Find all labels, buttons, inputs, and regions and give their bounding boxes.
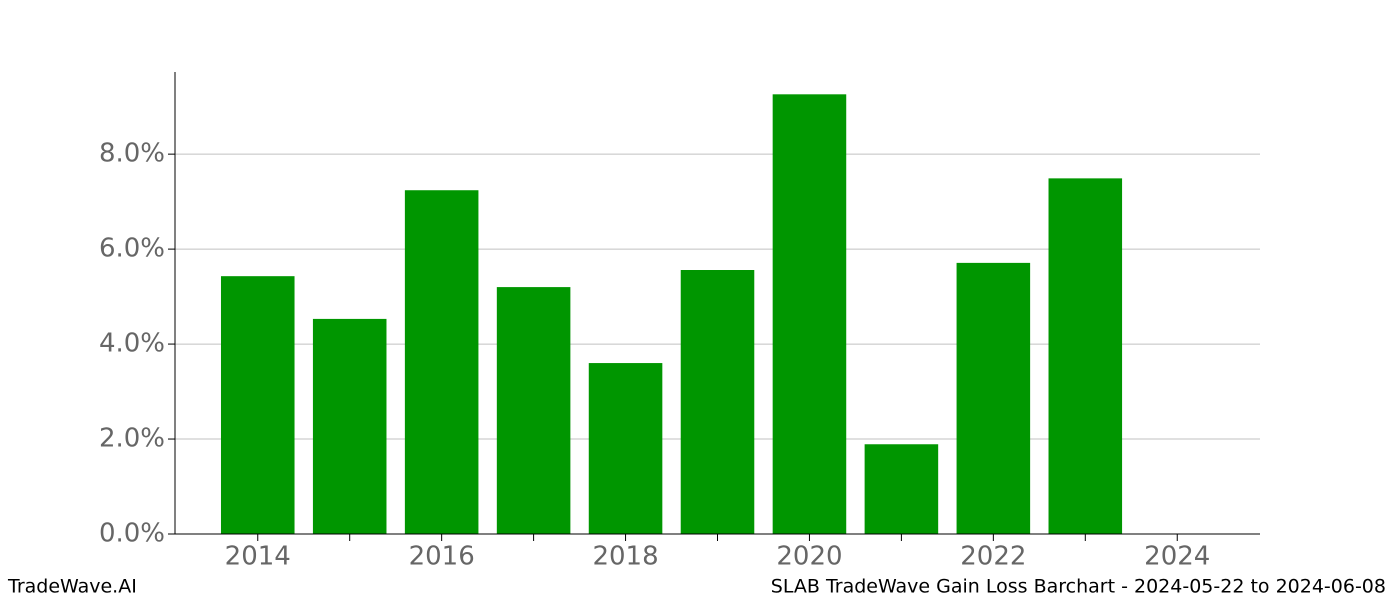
- bar: [220, 276, 295, 534]
- y-tick-label: 2.0%: [99, 424, 165, 454]
- bar: [312, 318, 387, 534]
- bar: [588, 363, 663, 534]
- y-tick-label: 6.0%: [99, 234, 165, 264]
- y-tick-label: 8.0%: [99, 139, 165, 169]
- y-tick-label: 0.0%: [99, 519, 165, 549]
- brand: TradeWave.AI: [7, 576, 137, 598]
- x-tick-label: 2022: [960, 542, 1026, 572]
- x-tick-label: 2020: [776, 542, 842, 572]
- bar: [864, 444, 939, 534]
- bar: [496, 287, 571, 534]
- bar: [956, 262, 1031, 534]
- bar: [404, 190, 479, 534]
- x-tick-label: 2024: [1144, 542, 1210, 572]
- x-tick-label: 2018: [592, 542, 658, 572]
- y-tick-label: 4.0%: [99, 329, 165, 359]
- chart-title: SLAB TradeWave Gain Loss Barchart - 2024…: [771, 576, 1386, 598]
- bar: [1048, 178, 1123, 534]
- bar: [680, 270, 755, 534]
- x-tick-label: 2014: [225, 542, 291, 572]
- bar: [772, 94, 847, 535]
- x-tick-label: 2016: [409, 542, 475, 572]
